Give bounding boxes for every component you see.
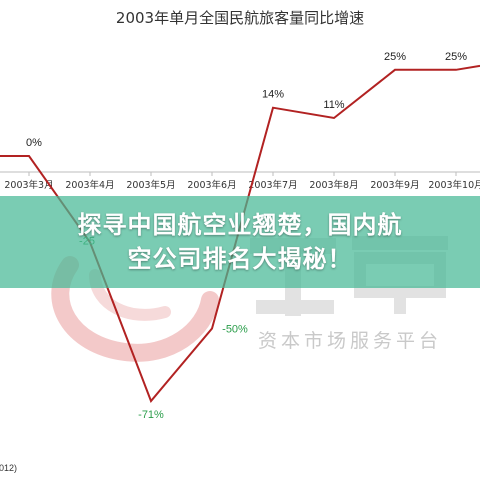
x-tick-label: 2003年3月 bbox=[4, 179, 53, 191]
headline-line-2: 空公司排名大揭秘！ bbox=[127, 245, 353, 273]
x-tick-label: 2003年9月 bbox=[370, 179, 419, 191]
data-label: 25% bbox=[384, 51, 406, 63]
x-tick-label: 2003年10月 bbox=[428, 179, 480, 191]
data-label: 11% bbox=[323, 99, 344, 111]
data-label: 14% bbox=[262, 89, 284, 101]
watermark-text: 资本市场服务平台 bbox=[258, 330, 443, 352]
data-label: -71% bbox=[138, 409, 164, 421]
x-tick-label: 2003年6月 bbox=[187, 179, 236, 191]
x-tick-label: 2003年8月 bbox=[309, 179, 358, 191]
x-axis-ticks bbox=[28, 172, 457, 176]
headline-line-1: 探寻中国航空业翘楚，国内航 bbox=[77, 211, 403, 239]
headline-banner[interactable]: 探寻中国航空业翘楚，国内航 空公司排名大揭秘！ bbox=[0, 196, 480, 288]
watermark-glyph-block bbox=[256, 300, 334, 314]
x-tick-label: 2003年5月 bbox=[126, 179, 175, 191]
x-axis-tick-labels: 2003年3月 2003年4月 2003年5月 2003年6月 2003年7月 2003年… bbox=[4, 179, 480, 191]
footer-note: 012) bbox=[0, 463, 18, 473]
x-tick-label: 2003年4月 bbox=[65, 179, 114, 191]
watermark-swirl bbox=[51, 256, 219, 362]
data-label: 0% bbox=[26, 137, 42, 149]
data-label: -50% bbox=[222, 324, 248, 336]
x-tick-label: 2003年7月 bbox=[248, 179, 297, 191]
chart-title: 2003年单月全国民航旅客量同比增速 bbox=[116, 9, 364, 27]
data-label: 25% bbox=[445, 51, 467, 63]
watermark-glyph-block bbox=[394, 292, 406, 314]
